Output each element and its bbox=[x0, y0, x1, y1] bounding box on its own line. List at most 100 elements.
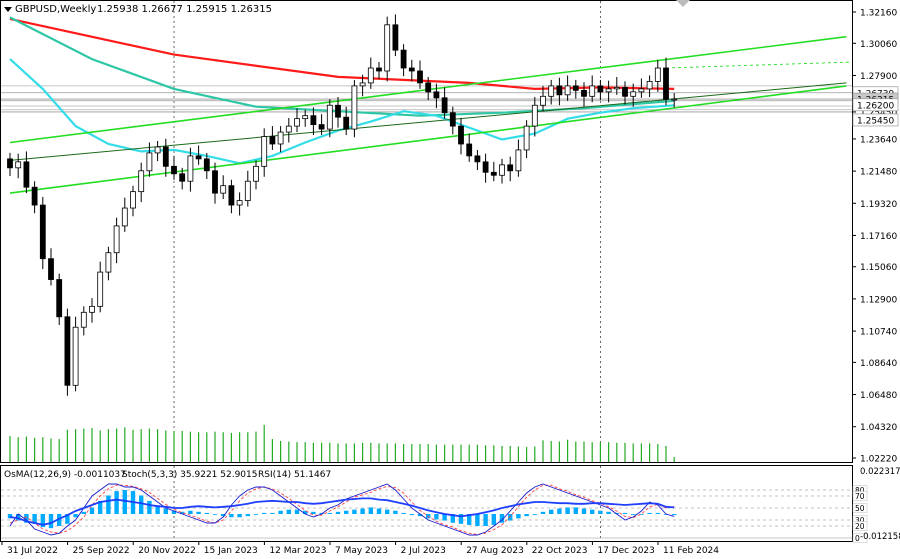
candle[interactable] bbox=[130, 185, 136, 217]
candle[interactable] bbox=[572, 79, 579, 99]
candle[interactable] bbox=[531, 97, 538, 137]
candle[interactable] bbox=[121, 197, 128, 232]
candle[interactable] bbox=[663, 57, 669, 106]
candle[interactable] bbox=[269, 126, 276, 150]
candle[interactable] bbox=[400, 44, 407, 77]
candle-body bbox=[613, 86, 620, 90]
candle[interactable] bbox=[392, 14, 399, 57]
candle[interactable] bbox=[490, 161, 497, 182]
candle[interactable] bbox=[97, 261, 104, 313]
candle[interactable] bbox=[146, 142, 153, 177]
osma-bar bbox=[655, 512, 660, 514]
candle[interactable] bbox=[376, 62, 382, 80]
candle[interactable] bbox=[433, 83, 440, 109]
candle-body bbox=[179, 173, 186, 182]
candle[interactable] bbox=[220, 175, 227, 200]
candle[interactable] bbox=[72, 316, 79, 392]
candle[interactable] bbox=[654, 59, 661, 92]
candle[interactable] bbox=[482, 153, 489, 183]
candle[interactable] bbox=[113, 217, 120, 264]
candle[interactable] bbox=[138, 162, 145, 203]
candle[interactable] bbox=[23, 151, 30, 194]
candle[interactable] bbox=[564, 75, 571, 101]
candle[interactable] bbox=[48, 248, 54, 286]
candle[interactable] bbox=[613, 76, 620, 95]
candle[interactable] bbox=[449, 106, 456, 135]
candle[interactable] bbox=[318, 114, 325, 136]
candle[interactable] bbox=[56, 273, 63, 325]
candle[interactable] bbox=[195, 145, 202, 165]
candle[interactable] bbox=[384, 16, 391, 82]
indicator-max-label: 0.0223175 bbox=[860, 467, 900, 477]
candle[interactable] bbox=[203, 152, 210, 179]
candle[interactable] bbox=[622, 81, 628, 105]
candle[interactable] bbox=[458, 117, 464, 155]
candle[interactable] bbox=[417, 60, 423, 89]
candle[interactable] bbox=[671, 93, 678, 108]
candle[interactable] bbox=[597, 79, 604, 101]
stoch-main-line[interactable] bbox=[9, 483, 675, 536]
candle[interactable] bbox=[80, 306, 87, 336]
candle[interactable] bbox=[466, 133, 473, 162]
candle[interactable] bbox=[294, 108, 300, 133]
osma-bar bbox=[598, 510, 603, 514]
candle[interactable] bbox=[31, 181, 38, 214]
candle[interactable] bbox=[261, 128, 268, 177]
candle[interactable] bbox=[253, 160, 259, 190]
candle[interactable] bbox=[310, 107, 317, 136]
rsi-line[interactable] bbox=[9, 497, 675, 526]
candlesticks[interactable] bbox=[7, 14, 678, 396]
candle[interactable] bbox=[343, 106, 350, 136]
candle[interactable] bbox=[638, 78, 645, 98]
candle[interactable] bbox=[212, 162, 218, 204]
indicator-panel[interactable]: OsMA(12,26,9) -0.0011037 Stoch(5,3,3) 35… bbox=[0, 465, 853, 542]
price-panel[interactable]: GBPUSD,Weekly 1.25938 1.26677 1.25915 1.… bbox=[0, 0, 853, 463]
candle[interactable] bbox=[277, 126, 284, 153]
candle[interactable] bbox=[548, 79, 555, 105]
candle[interactable] bbox=[335, 97, 341, 128]
one-click-trading-corner[interactable] bbox=[676, 0, 690, 7]
candle[interactable] bbox=[285, 117, 292, 143]
candle[interactable] bbox=[474, 149, 481, 171]
candle[interactable] bbox=[589, 75, 596, 103]
candle[interactable] bbox=[408, 59, 415, 82]
candle[interactable] bbox=[171, 155, 177, 180]
candle[interactable] bbox=[359, 74, 366, 97]
candle[interactable] bbox=[89, 298, 95, 323]
candle[interactable] bbox=[64, 308, 71, 396]
candle[interactable] bbox=[179, 167, 186, 190]
candle[interactable] bbox=[7, 152, 13, 177]
candle[interactable] bbox=[507, 156, 514, 182]
candle-body bbox=[376, 67, 382, 72]
candle[interactable] bbox=[244, 170, 251, 207]
candle-body bbox=[540, 95, 546, 106]
candle[interactable] bbox=[441, 87, 448, 119]
symbol-dropdown-icon[interactable] bbox=[4, 7, 12, 12]
candle[interactable] bbox=[425, 76, 432, 101]
candle[interactable] bbox=[367, 57, 374, 89]
candle[interactable] bbox=[302, 109, 309, 127]
candle[interactable] bbox=[540, 85, 546, 112]
candle[interactable] bbox=[630, 83, 637, 107]
osma-bar bbox=[122, 490, 127, 514]
price-tag-box bbox=[852, 98, 899, 112]
candle[interactable] bbox=[105, 246, 112, 281]
candle[interactable] bbox=[187, 147, 194, 192]
candle[interactable] bbox=[515, 139, 522, 177]
candle[interactable] bbox=[15, 153, 22, 179]
candle[interactable] bbox=[228, 179, 235, 214]
candle[interactable] bbox=[499, 158, 505, 184]
symbol-label[interactable]: GBPUSD,Weekly bbox=[15, 4, 96, 15]
osma-bar bbox=[385, 509, 390, 514]
candle[interactable] bbox=[523, 120, 530, 159]
candle[interactable] bbox=[581, 82, 587, 107]
candle[interactable] bbox=[556, 77, 563, 106]
candle[interactable] bbox=[646, 75, 653, 98]
candle[interactable] bbox=[605, 80, 612, 103]
candle[interactable] bbox=[236, 192, 243, 216]
candle[interactable] bbox=[326, 99, 333, 138]
candle[interactable] bbox=[162, 138, 169, 177]
candle[interactable] bbox=[154, 141, 161, 162]
candle[interactable] bbox=[351, 79, 358, 138]
candle[interactable] bbox=[39, 196, 46, 270]
